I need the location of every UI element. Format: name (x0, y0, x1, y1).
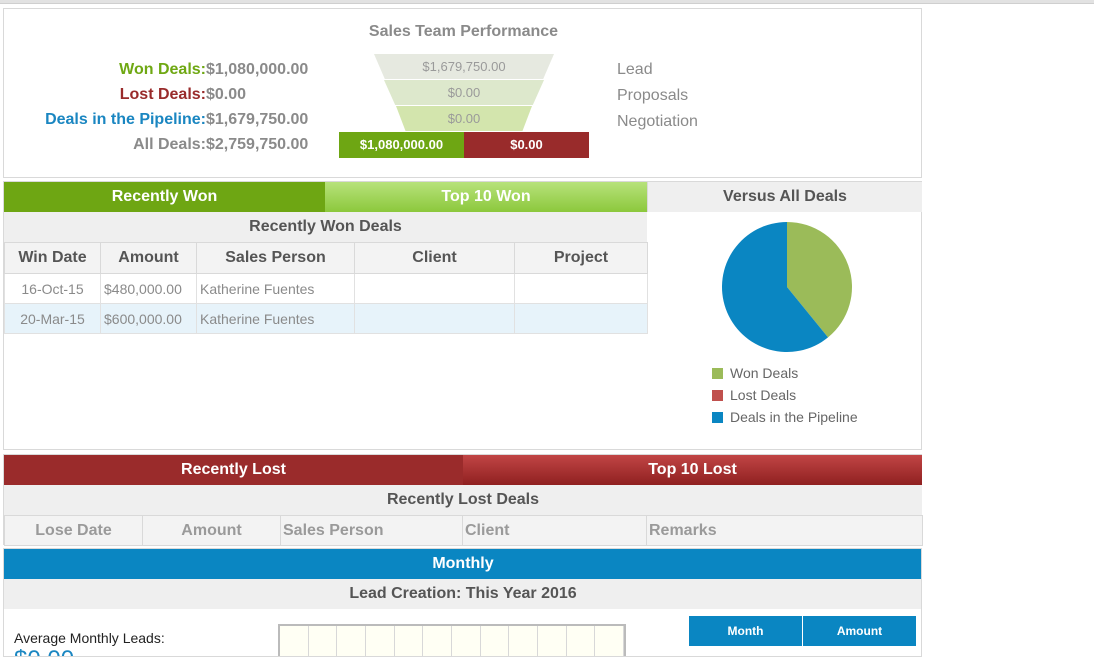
funnel-lost: $0.00 (464, 132, 589, 158)
monthly-leads-chart (278, 624, 626, 656)
pipeline-deals-label: Deals in the Pipeline: (45, 111, 206, 128)
cell-date: 20-Mar-15 (4, 303, 101, 334)
cell-project (514, 273, 648, 304)
pipeline-deals-stat: Deals in the Pipeline:$1,679,750.00 (4, 107, 316, 132)
cell-amount: $600,000.00 (100, 303, 197, 334)
col-remarks[interactable]: Remarks (646, 515, 923, 546)
pie-legend: Won Deals Lost Deals Deals in the Pipeline (712, 362, 858, 428)
table-row[interactable]: 20-Mar-15 $600,000.00 Katherine Fuentes (4, 303, 648, 334)
lost-deals-stat: Lost Deals:$0.00 (4, 82, 316, 107)
all-deals-value: $2,759,750.00 (206, 136, 309, 153)
stage-negotiation: Negotiation (617, 113, 698, 130)
pie-slice-deals-in-the-pipeline[interactable] (722, 222, 829, 352)
legend-swatch (712, 411, 723, 423)
col-month[interactable]: Month (688, 615, 803, 647)
lost-deals-label: Lost Deals: (119, 86, 206, 103)
cell-date: 16-Oct-15 (4, 273, 101, 304)
pipeline-deals-value: $1,679,750.00 (206, 111, 309, 128)
legend-swatch (712, 389, 723, 401)
pie-chart-svg (722, 222, 852, 352)
legend-label: Lost Deals (730, 387, 797, 403)
won-deals-label: Won Deals: (119, 61, 206, 78)
funnel-negotiation: $0.00 (396, 106, 532, 131)
all-deals-stat: All Deals:$2,759,750.00 (4, 132, 316, 157)
cell-person: Katherine Fuentes (196, 303, 355, 334)
sales-performance-panel: Sales Team Performance Won Deals:$1,080,… (3, 8, 922, 178)
won-deals-stat: Won Deals:$1,080,000.00 (4, 57, 316, 82)
table-header-row: Lose Date Amount Sales Person Client Rem… (4, 515, 923, 546)
col-sales-person[interactable]: Sales Person (280, 515, 463, 546)
funnel-result: $1,080,000.00 $0.00 (339, 132, 589, 158)
lost-deals-table: Lose Date Amount Sales Person Client Rem… (4, 515, 923, 546)
col-client[interactable]: Client (354, 242, 515, 274)
table-row[interactable]: 16-Oct-15 $480,000.00 Katherine Fuentes (4, 273, 648, 304)
lost-deals-value: $0.00 (206, 86, 247, 103)
legend-item: Won Deals (712, 362, 858, 384)
won-deals-value: $1,080,000.00 (206, 61, 309, 78)
cell-project (514, 303, 648, 334)
versus-all-deals-chart (720, 220, 854, 354)
col-sales-person[interactable]: Sales Person (196, 242, 355, 274)
performance-stats: Won Deals:$1,080,000.00 Lost Deals:$0.00… (4, 57, 316, 157)
funnel-stage-labels: Lead Proposals Negotiation (617, 57, 698, 135)
table-header-row: Win Date Amount Sales Person Client Proj… (4, 242, 648, 274)
cell-client (354, 303, 515, 334)
funnel-won: $1,080,000.00 (339, 132, 464, 158)
pie-slice-won-deals[interactable] (787, 222, 852, 338)
legend-item: Lost Deals (712, 384, 858, 406)
legend-label: Deals in the Pipeline (730, 409, 858, 425)
browser-top-edge (0, 0, 1094, 4)
tab-top-10-won[interactable]: Top 10 Won (325, 182, 647, 212)
legend-swatch (712, 367, 723, 379)
average-leads-label: Average Monthly Leads: (14, 630, 165, 646)
performance-title: Sales Team Performance (368, 23, 559, 40)
legend-label: Won Deals (730, 365, 799, 381)
stage-proposals: Proposals (617, 87, 689, 104)
all-deals-label: All Deals: (133, 136, 206, 153)
cell-client (354, 273, 515, 304)
won-deals-panel: Recently Won Top 10 Won Versus All Deals… (3, 181, 922, 450)
col-amount[interactable]: Amount (802, 615, 917, 647)
table-header-row: Month Amount (688, 615, 917, 647)
col-client[interactable]: Client (462, 515, 647, 546)
tab-top-10-lost[interactable]: Top 10 Lost (463, 455, 922, 485)
monthly-panel: Monthly Lead Creation: This Year 2016 Av… (3, 548, 922, 657)
legend-item: Deals in the Pipeline (712, 406, 858, 428)
won-deals-table: Win Date Amount Sales Person Client Proj… (4, 242, 648, 334)
col-lose-date[interactable]: Lose Date (4, 515, 143, 546)
cell-amount: $480,000.00 (100, 273, 197, 304)
lead-creation-subtitle: Lead Creation: This Year 2016 (4, 579, 921, 609)
recently-won-subtitle: Recently Won Deals (4, 212, 647, 242)
monthly-title[interactable]: Monthly (4, 549, 921, 579)
col-amount[interactable]: Amount (142, 515, 281, 546)
average-leads-value: $0.00 (14, 646, 74, 656)
col-win-date[interactable]: Win Date (4, 242, 101, 274)
tab-recently-won[interactable]: Recently Won (4, 182, 325, 212)
lost-deals-panel: Recently Lost Top 10 Lost Recently Lost … (3, 454, 923, 546)
funnel-proposals: $0.00 (384, 80, 544, 105)
cell-person: Katherine Fuentes (196, 273, 355, 304)
stage-lead: Lead (617, 61, 653, 78)
tab-recently-lost[interactable]: Recently Lost (4, 455, 463, 485)
funnel-lead: $1,679,750.00 (374, 54, 554, 79)
versus-all-deals-title: Versus All Deals (647, 182, 922, 212)
col-project[interactable]: Project (514, 242, 648, 274)
monthly-amount-table: Month Amount (688, 615, 917, 647)
recently-lost-subtitle: Recently Lost Deals (4, 485, 922, 515)
col-amount[interactable]: Amount (100, 242, 197, 274)
